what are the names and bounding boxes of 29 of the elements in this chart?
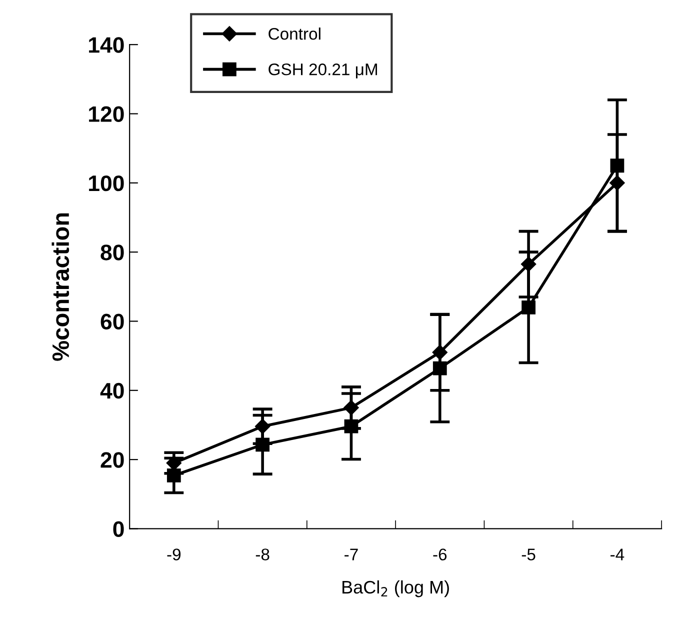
y-tick-label: 20 <box>100 452 124 468</box>
point <box>520 256 536 272</box>
point <box>256 438 270 452</box>
x-tick-label: -8 <box>256 548 270 560</box>
x-axis-title: BaCl$_{2}$ (log M) <box>342 580 449 598</box>
y-tick-label: 60 <box>100 314 124 330</box>
x-tick-label: -4 <box>610 548 624 560</box>
x-tick-label: -6 <box>433 548 447 560</box>
point <box>255 418 270 434</box>
point <box>344 419 358 434</box>
point <box>610 158 624 173</box>
legend-label: GSH 20.21 μM <box>268 64 377 78</box>
x-tick-label: -5 <box>522 548 536 560</box>
point <box>432 361 447 376</box>
y-tick-label: 80 <box>100 244 124 260</box>
point <box>344 400 359 416</box>
y-tick-label: 40 <box>100 382 124 399</box>
point <box>432 344 448 360</box>
point <box>166 468 181 482</box>
y-tick-label: 100 <box>89 175 124 192</box>
point <box>610 175 625 190</box>
x-tick-label: -9 <box>167 548 181 560</box>
point <box>522 300 536 314</box>
x-tick-label: -7 <box>344 548 358 560</box>
y-tick-label: 120 <box>89 106 124 122</box>
y-tick-label: 0 <box>113 521 124 537</box>
y-tick-label: 140 <box>89 37 124 53</box>
legend-label: Control <box>268 28 320 40</box>
y-axis-title: %contraction <box>52 213 70 361</box>
